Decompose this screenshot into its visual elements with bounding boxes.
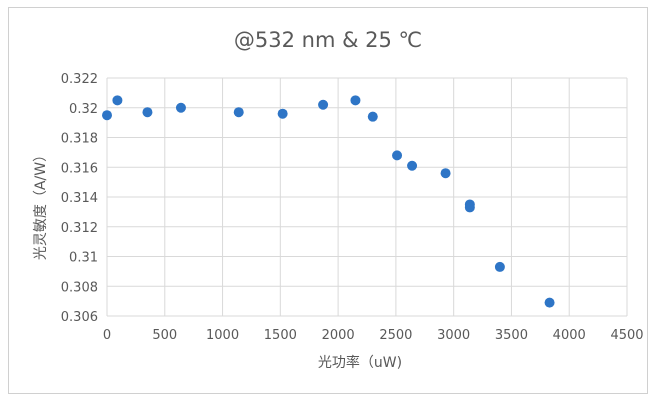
- data-point: [367, 111, 378, 122]
- y-axis-ticks: 0.306 0.308 0.31 0.312 0.314 0.316 0.318 0.32 0.…: [61, 72, 98, 325]
- data-point: [102, 110, 112, 121]
- y-tick-label: 0.318: [61, 132, 98, 147]
- y-tick-label: 0.314: [61, 191, 98, 206]
- chart-title: @532 nm & 25 ℃: [234, 28, 422, 52]
- data-points: [102, 95, 555, 308]
- x-tick-label: 3000: [437, 328, 470, 343]
- data-point: [112, 95, 123, 106]
- chart-frame: @532 nm & 25 ℃ 0.306 0.308 0.31 0.312 0.314 0…: [8, 7, 648, 394]
- y-tick-label: 0.31: [69, 251, 98, 266]
- grid: [106, 77, 628, 317]
- x-tick-label: 500: [152, 328, 177, 343]
- x-axis-label: 光功率（uW): [318, 354, 402, 371]
- data-point: [233, 107, 244, 118]
- data-point: [175, 102, 186, 113]
- y-tick-label: 0.312: [61, 221, 98, 236]
- data-point: [392, 150, 403, 161]
- x-tick-label: 3500: [495, 328, 528, 343]
- data-point: [544, 297, 555, 308]
- data-point: [318, 99, 329, 110]
- y-tick-label: 0.306: [61, 310, 98, 325]
- x-axis-ticks: 0 500 1000 1500 2000 2500 3000 3500 4000 4500: [103, 328, 644, 343]
- data-point: [350, 95, 361, 106]
- y-tick-label: 0.322: [61, 72, 98, 87]
- data-point: [494, 261, 505, 272]
- x-tick-label: 2500: [379, 328, 412, 343]
- data-point: [407, 160, 418, 171]
- x-tick-label: 2000: [322, 328, 355, 343]
- data-point: [440, 168, 451, 179]
- y-tick-label: 0.308: [61, 280, 98, 295]
- data-point: [277, 108, 288, 119]
- x-tick-label: 4500: [610, 328, 643, 343]
- data-point: [142, 107, 153, 118]
- y-tick-label: 0.32: [69, 102, 98, 117]
- x-tick-label: 1500: [264, 328, 297, 343]
- x-tick-label: 4000: [553, 328, 586, 343]
- y-axis-label: 光灵敏度（A/W）: [33, 148, 49, 260]
- data-point: [464, 202, 475, 213]
- x-tick-label: 0: [103, 328, 111, 343]
- y-tick-label: 0.316: [61, 161, 98, 176]
- scatter-chart: @532 nm & 25 ℃ 0.3060.3080.310.3120.3140…: [33, 28, 644, 371]
- x-tick-label: 1000: [206, 328, 239, 343]
